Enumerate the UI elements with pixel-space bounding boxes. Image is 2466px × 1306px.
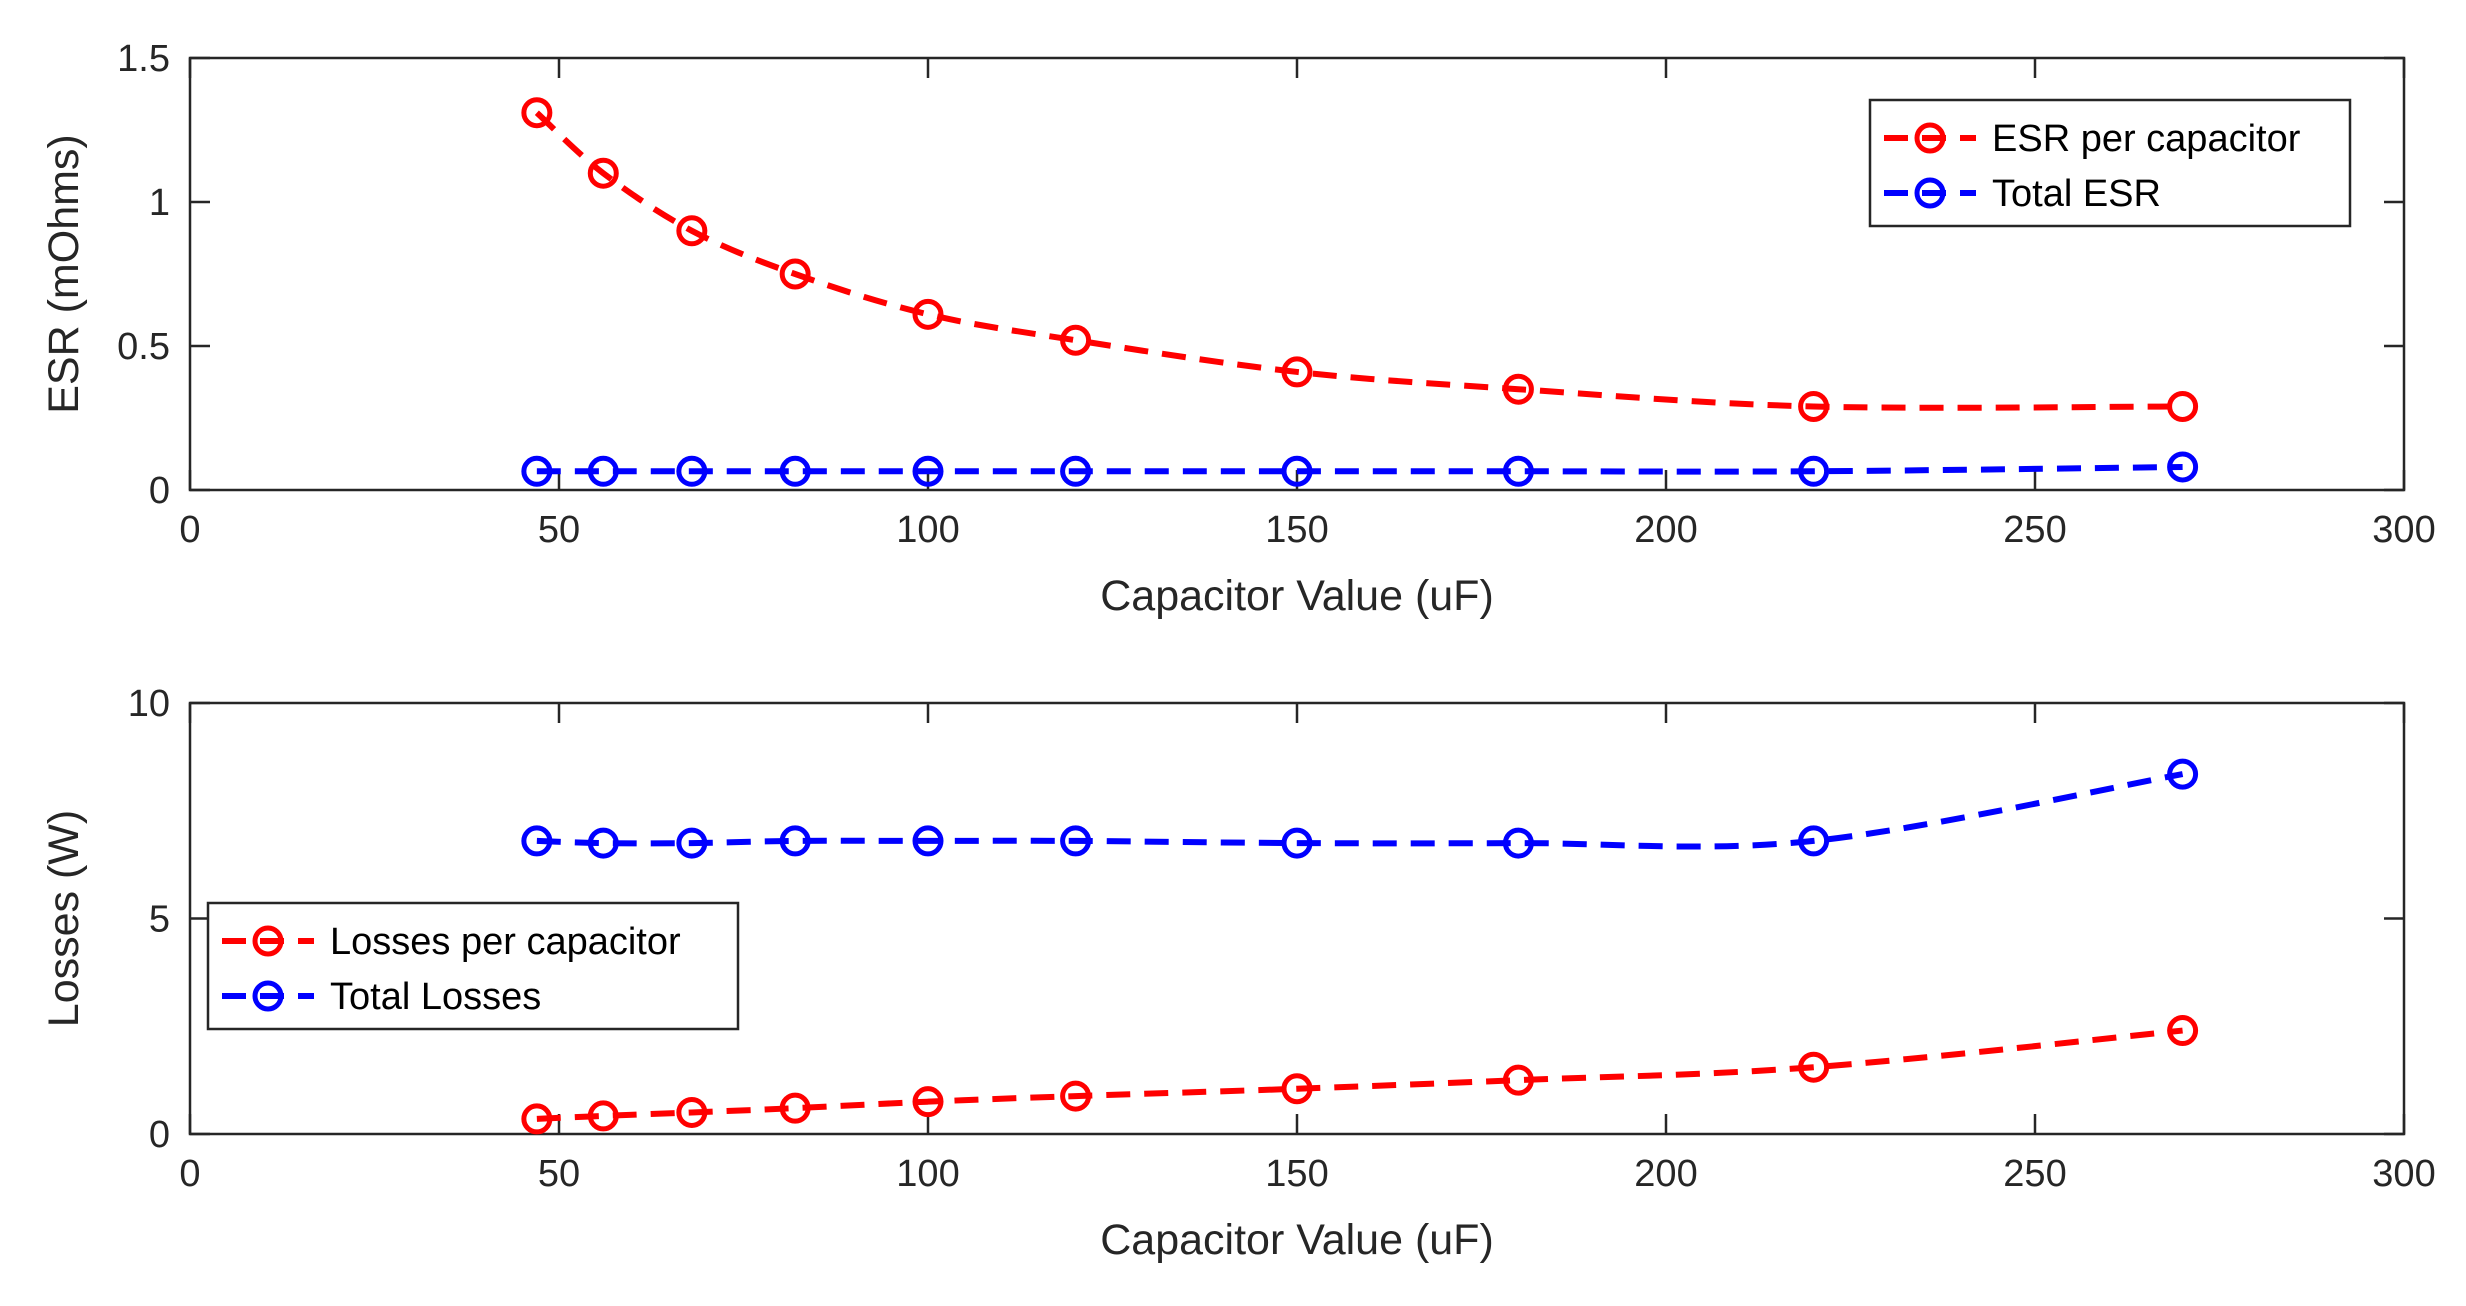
data-point [676, 827, 708, 859]
data-point [587, 157, 619, 189]
data-point [912, 298, 944, 330]
data-point [1502, 827, 1534, 859]
legend-marker-0 [252, 925, 284, 957]
data-point [2167, 390, 2199, 422]
x-tick-label: 0 [179, 509, 200, 551]
x-tick-label: 50 [538, 509, 580, 551]
series-line-0 [534, 110, 2183, 411]
data-point [1060, 1080, 1092, 1112]
y-tick-label: 0 [149, 470, 170, 512]
data-point [521, 97, 553, 129]
data-point [1798, 390, 1830, 422]
data-point [676, 215, 708, 247]
data-point [587, 827, 619, 859]
x-tick-label: 150 [1265, 1153, 1328, 1195]
data-point [521, 1103, 553, 1135]
y-tick-label: 1.5 [117, 38, 170, 80]
data-point [779, 258, 811, 290]
y-axis-label: ESR (mOhms) [40, 134, 88, 414]
x-tick-label: 150 [1265, 509, 1328, 551]
legend-box [1868, 98, 2352, 228]
x-tick-label: 100 [896, 1153, 959, 1195]
legend-label-0: Losses per capacitor [330, 921, 681, 963]
data-point [1281, 1073, 1313, 1105]
legend-marker-0 [1914, 122, 1946, 154]
y-tick-label: 0.5 [117, 326, 170, 368]
legend: Losses per capacitor Total Losses [206, 901, 740, 1031]
x-axis-label: Capacitor Value (uF) [1100, 572, 1494, 620]
data-point [587, 455, 619, 487]
data-point [912, 1086, 944, 1118]
data-point [1060, 455, 1092, 487]
x-axis-label: Capacitor Value (uF) [1100, 1216, 1494, 1264]
x-tick-label: 250 [2003, 509, 2066, 551]
data-point [1281, 356, 1313, 388]
data-point [1281, 455, 1313, 487]
esr-chart: 0 50 100 150 200 250 300 0 0.5 1 1.5 Capacitor Valu… [40, 38, 2436, 620]
legend-label-1: Total Losses [330, 976, 541, 1018]
series-line-1 [536, 463, 2183, 475]
series-line-0 [536, 1027, 2183, 1122]
x-tick-label: 200 [1634, 509, 1697, 551]
data-point [1502, 455, 1534, 487]
y-axis-label: Losses (W) [40, 810, 88, 1027]
data-point [779, 825, 811, 857]
data-point [1281, 827, 1313, 859]
data-point [2167, 451, 2199, 483]
data-point [912, 825, 944, 857]
y-tick-label: 0 [149, 1114, 170, 1156]
x-tick-label: 50 [538, 1153, 580, 1195]
data-point [779, 455, 811, 487]
x-tick-label: 250 [2003, 1153, 2066, 1195]
series-line-1 [536, 771, 2184, 850]
data-point [521, 825, 553, 857]
data-point [1798, 825, 1830, 857]
legend-label-1: Total ESR [1992, 173, 2161, 215]
data-point [1798, 1051, 1830, 1083]
data-point [1060, 825, 1092, 857]
losses-chart: 0 50 100 150 200 250 300 0 5 10 Capacitor Value (u… [40, 683, 2436, 1264]
data-point [2167, 758, 2199, 790]
legend-label-0: ESR per capacitor [1992, 118, 2301, 160]
data-point [1798, 455, 1830, 487]
x-tick-label: 200 [1634, 1153, 1697, 1195]
data-point [676, 455, 708, 487]
y-tick-label: 1 [149, 182, 170, 224]
y-tick-label: 10 [128, 683, 170, 725]
legend-box [206, 901, 740, 1031]
legend-marker-1 [252, 980, 284, 1012]
data-point [1060, 324, 1092, 356]
x-tick-label: 300 [2372, 509, 2435, 551]
x-tick-label: 100 [896, 509, 959, 551]
data-point [1502, 1064, 1534, 1096]
data-point [587, 1100, 619, 1132]
data-point [676, 1096, 708, 1128]
y-tick-label: 5 [149, 899, 170, 941]
x-tick-label: 0 [179, 1153, 200, 1195]
legend-marker-1 [1914, 177, 1946, 209]
data-point [2167, 1015, 2199, 1047]
data-point [1502, 373, 1534, 405]
data-point [912, 455, 944, 487]
legend: ESR per capacitor Total ESR [1868, 98, 2352, 228]
data-point [779, 1092, 811, 1124]
data-point [521, 455, 553, 487]
x-tick-label: 300 [2372, 1153, 2435, 1195]
